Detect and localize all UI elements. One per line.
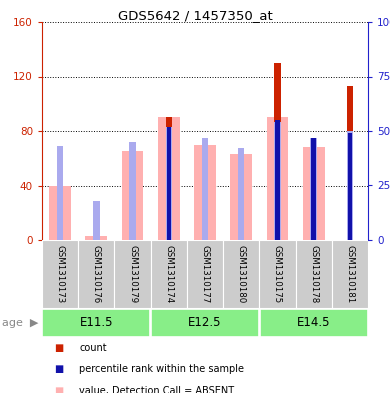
Text: ■: ■ — [54, 343, 63, 353]
Bar — [303, 147, 324, 240]
Bar — [57, 146, 63, 240]
Text: ■: ■ — [54, 386, 63, 393]
Text: GSM1310178: GSM1310178 — [309, 246, 318, 304]
Bar — [267, 118, 288, 240]
Bar — [202, 138, 208, 240]
Bar — [347, 131, 353, 240]
Bar — [274, 63, 281, 240]
Bar — [275, 120, 280, 240]
Text: GSM1310173: GSM1310173 — [56, 246, 65, 304]
Text: GSM1310180: GSM1310180 — [237, 246, 246, 304]
Text: E12.5: E12.5 — [188, 316, 222, 329]
Bar — [296, 240, 332, 308]
Bar — [223, 240, 259, 308]
Text: GSM1310175: GSM1310175 — [273, 246, 282, 304]
Text: value, Detection Call = ABSENT: value, Detection Call = ABSENT — [79, 386, 234, 393]
Bar — [49, 185, 71, 240]
Bar — [151, 309, 259, 337]
Text: GSM1310177: GSM1310177 — [200, 246, 209, 304]
Bar — [165, 127, 172, 240]
Bar — [129, 142, 136, 240]
Text: age  ▶: age ▶ — [2, 318, 38, 328]
Bar — [93, 236, 99, 240]
Bar — [312, 138, 316, 240]
Bar — [93, 201, 99, 240]
Bar — [187, 240, 223, 308]
Bar — [332, 240, 368, 308]
Text: E14.5: E14.5 — [297, 316, 330, 329]
Text: GSM1310174: GSM1310174 — [164, 246, 173, 304]
Bar — [347, 86, 353, 240]
Bar — [151, 240, 187, 308]
Bar — [167, 127, 171, 240]
Text: GSM1310179: GSM1310179 — [128, 246, 137, 303]
Bar — [238, 149, 245, 240]
Text: ■: ■ — [54, 364, 63, 375]
Bar — [259, 240, 296, 308]
Bar — [165, 118, 172, 240]
Text: count: count — [79, 343, 107, 353]
Text: GSM1310181: GSM1310181 — [346, 246, 355, 304]
Bar — [194, 145, 216, 240]
Bar — [348, 133, 352, 240]
Text: percentile rank within the sample: percentile rank within the sample — [79, 364, 244, 375]
Bar — [43, 309, 150, 337]
Text: E11.5: E11.5 — [80, 316, 113, 329]
Bar — [85, 236, 107, 240]
Bar — [122, 151, 144, 240]
Text: GDS5642 / 1457350_at: GDS5642 / 1457350_at — [118, 9, 272, 22]
Bar — [230, 154, 252, 240]
Bar — [114, 240, 151, 308]
Bar — [260, 309, 368, 337]
Bar — [78, 240, 114, 308]
Bar — [310, 138, 317, 240]
Bar — [158, 118, 180, 240]
Text: GSM1310176: GSM1310176 — [92, 246, 101, 304]
Bar — [42, 240, 78, 308]
Bar — [274, 122, 281, 240]
